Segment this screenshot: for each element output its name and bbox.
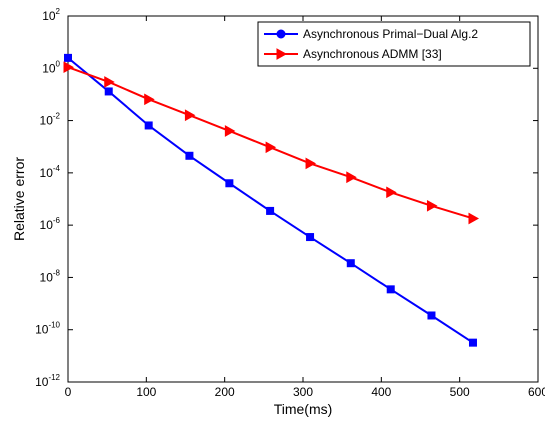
- y-tick-label: 100: [42, 59, 60, 75]
- series-point-triangle: [265, 141, 277, 154]
- series-point-triangle: [144, 93, 155, 106]
- x-tick-label: 100: [136, 385, 156, 399]
- y-tick-label: 10-4: [40, 164, 61, 180]
- legend-label-primal-dual: Asynchronous Primal−Dual Alg.2: [303, 27, 478, 41]
- series-point-square: [185, 151, 194, 160]
- x-tick-label: 200: [215, 385, 235, 399]
- series-point-triangle: [468, 212, 480, 225]
- series-point-square: [266, 206, 275, 215]
- x-axis-label: Time(ms): [274, 401, 333, 417]
- legend-marker-primal-dual: [276, 29, 286, 39]
- x-axis-ticks: 0 100 200 300 400 500 600: [65, 16, 545, 399]
- x-tick-label: 300: [293, 385, 313, 399]
- series-point-square: [468, 338, 477, 347]
- series-point-triangle: [386, 186, 397, 199]
- y-tick-label: 102: [42, 7, 60, 23]
- series-point-triangle: [224, 125, 236, 137]
- series-point-triangle: [63, 61, 75, 74]
- series-point-square: [144, 121, 153, 130]
- legend-marker-admm: [276, 48, 288, 60]
- series-point-triangle: [346, 171, 357, 184]
- series-point-triangle: [184, 109, 196, 122]
- x-tick-label: 600: [528, 385, 545, 399]
- series-point-square: [346, 259, 355, 268]
- legend: Asynchronous Primal−Dual Alg.2 Asynchron…: [257, 21, 531, 67]
- y-axis-label: Relative error: [11, 157, 27, 241]
- legend-label-admm: Asynchronous ADMM [33]: [303, 47, 442, 61]
- x-tick-label: 0: [65, 385, 72, 399]
- y-tick-label: 10-6: [40, 216, 61, 232]
- y-tick-label: 10-2: [40, 112, 61, 128]
- series-point-square: [306, 233, 315, 242]
- series-point-square: [386, 285, 395, 294]
- series-point-square: [104, 87, 113, 96]
- series-point-square: [64, 53, 72, 62]
- y-tick-label: 10-12: [35, 373, 60, 389]
- series-point-triangle: [426, 199, 438, 212]
- x-tick-label: 400: [371, 385, 391, 399]
- y-axis-ticks: 102 100 10-2 10-4 10-6 10-8 10-10 10-12: [35, 7, 538, 389]
- series-layer: [63, 53, 480, 347]
- plot-area: [67, 15, 539, 383]
- series-point-square: [225, 179, 234, 188]
- y-tick-label: 10-8: [40, 268, 61, 284]
- x-tick-label: 500: [450, 385, 470, 399]
- series-point-square: [427, 311, 436, 320]
- y-tick-label: 10-10: [35, 321, 60, 337]
- legend-box: [257, 21, 531, 67]
- series-point-triangle: [305, 157, 317, 170]
- series-point-triangle: [104, 76, 115, 88]
